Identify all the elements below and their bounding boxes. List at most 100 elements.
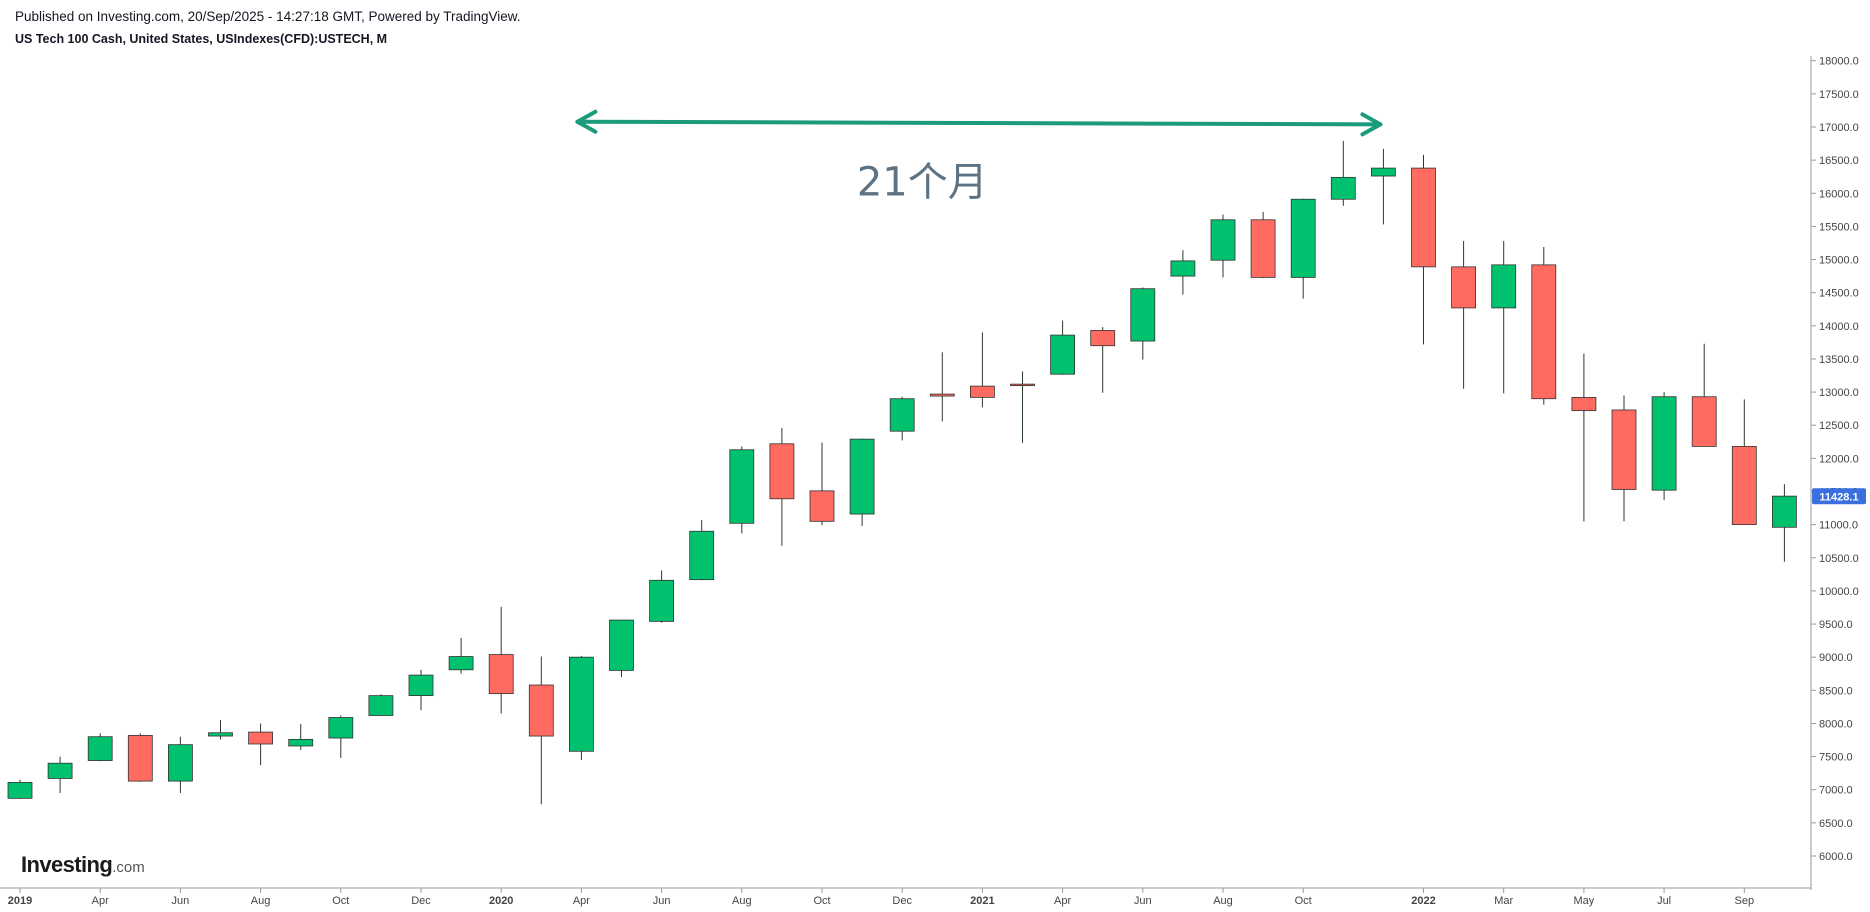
candle-body (7, 782, 33, 799)
candle-body (288, 738, 314, 747)
candle-body (127, 734, 153, 782)
candle-down (1531, 246, 1557, 405)
y-tick-label: 9000.0 (1819, 652, 1853, 664)
y-tick-label: 15500.0 (1819, 221, 1859, 233)
candle-up (288, 724, 314, 750)
candle-down (1411, 154, 1436, 345)
x-tick-label: Jul (1657, 895, 1671, 907)
candle-body (1411, 167, 1436, 268)
investing-logo: Investing.com (21, 852, 145, 878)
candle-body (1611, 409, 1637, 490)
candle-body (609, 619, 634, 671)
y-tick-label: 14500.0 (1819, 288, 1859, 300)
x-tick-label: Aug (732, 895, 752, 907)
last-price-badge: 11428.1 (1812, 488, 1866, 505)
candle-body (689, 530, 715, 581)
candle-up (849, 438, 875, 526)
x-tick-label: 2019 (8, 895, 32, 907)
candle-up (1130, 287, 1156, 360)
candle-body (1651, 396, 1677, 491)
candle-up (1330, 140, 1356, 206)
y-tick-label: 12000.0 (1819, 453, 1859, 465)
candle-down (1611, 395, 1637, 522)
x-tick-label: Aug (1213, 895, 1233, 907)
candle-down (809, 442, 835, 526)
x-tick-label: May (1574, 895, 1595, 907)
candle-down (1571, 353, 1597, 522)
x-tick-label: Apr (573, 895, 590, 907)
published-line: Published on Investing.com, 20/Sep/2025 … (15, 9, 521, 24)
y-tick-label: 16500.0 (1819, 155, 1859, 167)
candle-up (328, 715, 354, 758)
y-tick-label: 14000.0 (1819, 321, 1859, 333)
y-tick-label: 6500.0 (1819, 818, 1853, 830)
candle-up (87, 733, 113, 762)
candle-up (889, 396, 915, 441)
candle-body (649, 579, 674, 622)
time-axis: 2019 Apr Jun Aug Oct Dec 2020 Apr Jun Aug Oct Dec 20… (8, 888, 1754, 907)
y-tick-label: 10500.0 (1819, 553, 1859, 565)
candle-down (528, 656, 554, 805)
y-tick-label: 17500.0 (1819, 89, 1859, 101)
candle-body (528, 684, 554, 737)
last-price-label: 11428.1 (1819, 491, 1858, 503)
candle-body (1130, 288, 1156, 342)
x-tick-label: Dec (411, 895, 431, 907)
annotation-text: 21个月 (857, 159, 988, 205)
candle-body (1090, 330, 1116, 347)
candle-body (849, 438, 875, 515)
candle-up (689, 519, 715, 581)
candle-body (1330, 176, 1356, 200)
candle-up (1371, 148, 1396, 225)
x-tick-label: Jun (172, 895, 190, 907)
x-tick-label: Apr (92, 895, 109, 907)
logo-brand: Investing (21, 852, 113, 877)
candle-body (408, 674, 434, 697)
candle-body (569, 656, 594, 752)
symbol-title: US Tech 100 Cash, United States, USIndex… (15, 32, 388, 46)
candle-body (1731, 446, 1757, 526)
candle-body (729, 449, 755, 524)
candle-body (368, 695, 394, 716)
y-tick-label: 10000.0 (1819, 586, 1859, 598)
x-tick-label: Apr (1054, 895, 1071, 907)
logo-suffix: .com (112, 859, 145, 876)
candle-down (127, 733, 153, 782)
y-tick-label: 17000.0 (1819, 122, 1859, 134)
candle-up (609, 619, 634, 678)
x-tick-label: Dec (892, 895, 912, 907)
y-tick-label: 8500.0 (1819, 685, 1853, 697)
candle-body (1691, 396, 1717, 447)
candle-body (1571, 396, 1597, 412)
y-tick-label: 8000.0 (1819, 718, 1853, 730)
candle-body (1050, 334, 1075, 375)
x-tick-label: Jun (1134, 895, 1152, 907)
candle-body (809, 490, 835, 522)
y-tick-label: 15000.0 (1819, 255, 1859, 267)
candle-down (1451, 240, 1476, 389)
candle-body (889, 398, 915, 432)
candle-body (1371, 167, 1396, 177)
candle-body (87, 736, 113, 761)
candle-body (488, 654, 514, 695)
candle-down (1010, 371, 1035, 444)
candle-up (649, 570, 674, 623)
arrow-head-left (575, 109, 598, 134)
annotations: 21个月 (575, 109, 1383, 205)
x-tick-label: Jun (653, 895, 671, 907)
candle-up (448, 637, 474, 674)
candle-up (1290, 198, 1316, 299)
candles (7, 140, 1797, 805)
candle-up (208, 720, 233, 740)
candle-body (167, 744, 193, 782)
candle-down (488, 606, 514, 714)
candle-body (769, 443, 795, 500)
candle-body (1250, 219, 1276, 278)
y-tick-label: 13000.0 (1819, 387, 1859, 399)
x-tick-label: Mar (1494, 895, 1513, 907)
candle-body (1531, 264, 1557, 400)
candle-down (929, 352, 955, 422)
candle-up (7, 779, 33, 800)
candle-body (47, 762, 73, 779)
